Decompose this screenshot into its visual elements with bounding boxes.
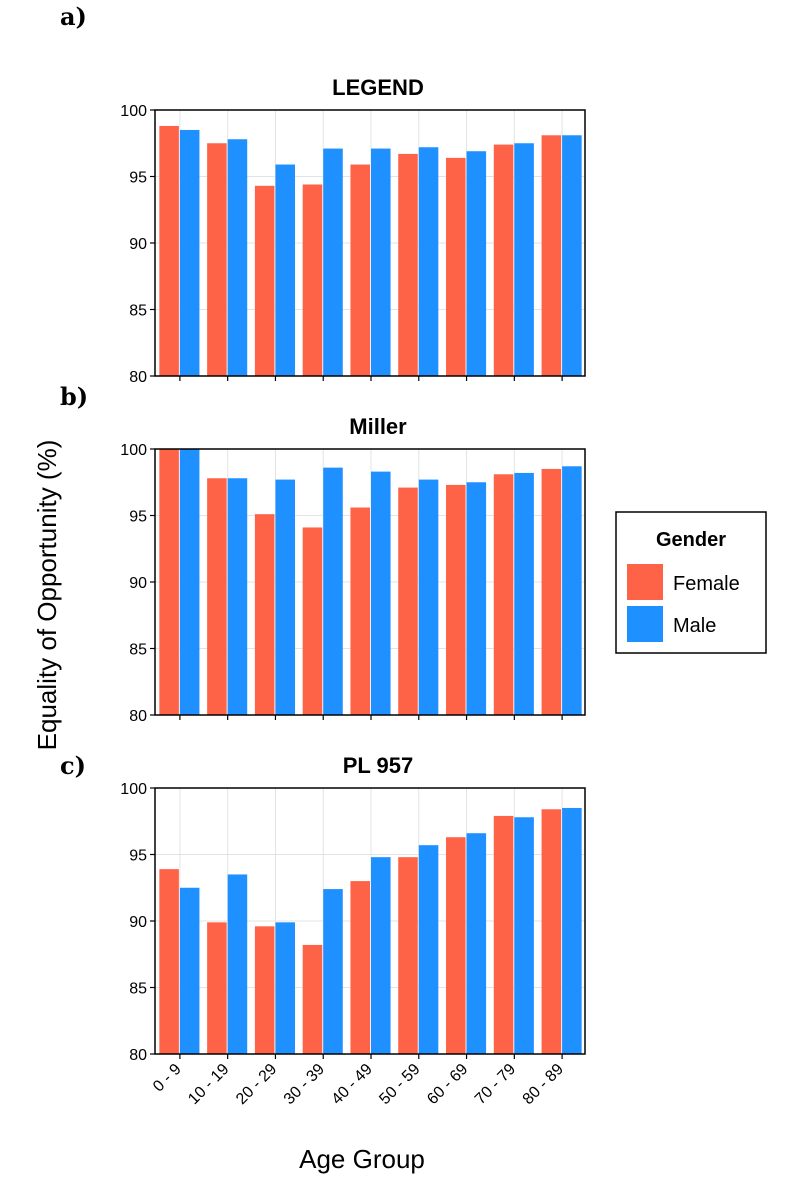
bar-male bbox=[418, 845, 439, 1054]
bar-female bbox=[541, 135, 562, 376]
x-tick-label: 40 - 49 bbox=[329, 1061, 376, 1108]
bar-male bbox=[323, 148, 343, 376]
bar-female bbox=[541, 468, 562, 715]
x-tick-label: 20 - 29 bbox=[233, 1061, 280, 1108]
y-tick-label: 95 bbox=[129, 848, 147, 865]
legend-title: Gender bbox=[656, 529, 726, 551]
x-tick-label: 10 - 19 bbox=[185, 1061, 232, 1108]
x-tick-label: 0 - 9 bbox=[150, 1061, 185, 1096]
y-axis-label: Equality of Opportunity (%) bbox=[32, 440, 62, 751]
y-tick-label: 85 bbox=[129, 303, 147, 320]
bar-female bbox=[350, 507, 370, 715]
x-tick-label: 70 - 79 bbox=[472, 1061, 519, 1108]
y-tick-label: 90 bbox=[129, 236, 147, 253]
bar-female bbox=[254, 185, 275, 376]
x-tick-label: 50 - 59 bbox=[376, 1061, 423, 1108]
bar-female bbox=[398, 857, 418, 1054]
x-tick-label: 80 - 89 bbox=[520, 1061, 567, 1108]
y-tick-label: 95 bbox=[129, 509, 147, 526]
panel-letter: c) bbox=[60, 751, 86, 780]
legend-label-female: Female bbox=[673, 573, 740, 595]
bar-female bbox=[446, 484, 466, 715]
bar-male bbox=[275, 164, 295, 376]
bar-male bbox=[179, 129, 200, 376]
legend: Gender Female Male bbox=[615, 511, 767, 654]
bar-male bbox=[466, 833, 487, 1054]
bar-female bbox=[254, 926, 275, 1054]
y-tick-label: 100 bbox=[120, 781, 147, 798]
bar-male bbox=[275, 922, 295, 1054]
bar-female bbox=[446, 157, 466, 376]
bar-female bbox=[446, 837, 466, 1054]
panel-letter: a) bbox=[60, 2, 87, 31]
y-tick-label: 100 bbox=[120, 103, 147, 120]
bar-female bbox=[302, 944, 323, 1054]
y-tick-label: 85 bbox=[129, 642, 147, 659]
chart-panel-1: a) LEGEND 80 85 90 95 100 bbox=[60, 2, 586, 386]
bar-female bbox=[398, 153, 418, 376]
chart-panel-3: c) PL 957 80 85 90 95 100 0 - 9 10 - 19 20 - 29 30… bbox=[60, 751, 586, 1108]
bar-male bbox=[466, 482, 487, 715]
bar-male bbox=[323, 889, 343, 1054]
bar-male bbox=[514, 472, 534, 715]
bar-female bbox=[207, 143, 227, 376]
bar-male bbox=[227, 874, 248, 1054]
bar-female bbox=[493, 815, 514, 1054]
bar-male bbox=[466, 151, 487, 376]
y-tick-label: 90 bbox=[129, 575, 147, 592]
x-tick-label: 60 - 69 bbox=[424, 1061, 471, 1108]
bar-female bbox=[350, 164, 370, 376]
y-tick-label: 85 bbox=[129, 981, 147, 998]
x-tick-label: 30 - 39 bbox=[281, 1061, 328, 1108]
bar-female bbox=[541, 809, 562, 1054]
bar-male bbox=[323, 467, 343, 715]
panels: a)LEGEND80859095100b)Miller80859095100c)… bbox=[60, 2, 586, 1108]
bar-female bbox=[398, 487, 418, 715]
bar-male bbox=[562, 135, 582, 376]
bar-male bbox=[418, 479, 439, 715]
bar-male bbox=[562, 807, 582, 1054]
legend-swatch-female bbox=[627, 564, 663, 600]
chart-title: Miller bbox=[349, 414, 407, 439]
bar-female bbox=[159, 869, 179, 1054]
y-tick-label: 95 bbox=[129, 170, 147, 187]
bar-female bbox=[302, 184, 323, 376]
chart-title: LEGEND bbox=[332, 75, 424, 100]
bar-male bbox=[227, 139, 248, 376]
y-tick-label: 100 bbox=[120, 442, 147, 459]
y-tick-label: 80 bbox=[129, 708, 147, 725]
y-tick-label: 80 bbox=[129, 1047, 147, 1064]
bar-female bbox=[302, 527, 323, 715]
bar-male bbox=[562, 466, 582, 715]
bar-female bbox=[493, 144, 514, 376]
y-tick-label: 80 bbox=[129, 369, 147, 386]
legend-swatch-male bbox=[627, 606, 663, 642]
bar-female bbox=[493, 474, 514, 715]
bar-male bbox=[514, 817, 534, 1054]
bar-female bbox=[159, 449, 179, 715]
bar-female bbox=[207, 478, 227, 715]
chart-title: PL 957 bbox=[343, 753, 414, 778]
bar-male bbox=[514, 143, 534, 376]
bar-female bbox=[207, 922, 227, 1054]
chart-panel-2: b) Miller 80 85 90 95 100 bbox=[60, 382, 586, 725]
bar-male bbox=[371, 148, 391, 376]
legend-label-male: Male bbox=[673, 615, 716, 637]
bar-male bbox=[371, 471, 391, 715]
bar-male bbox=[418, 147, 439, 376]
bar-female bbox=[159, 125, 179, 377]
bar-male bbox=[179, 887, 200, 1054]
panel-letter: b) bbox=[60, 382, 88, 411]
x-axis-label: Age Group bbox=[299, 1144, 425, 1174]
bar-female bbox=[350, 881, 370, 1054]
bar-male bbox=[179, 449, 200, 715]
bar-female bbox=[254, 514, 275, 715]
bar-male bbox=[371, 857, 391, 1054]
bar-male bbox=[275, 479, 295, 715]
y-tick-label: 90 bbox=[129, 914, 147, 931]
bar-male bbox=[227, 478, 248, 715]
